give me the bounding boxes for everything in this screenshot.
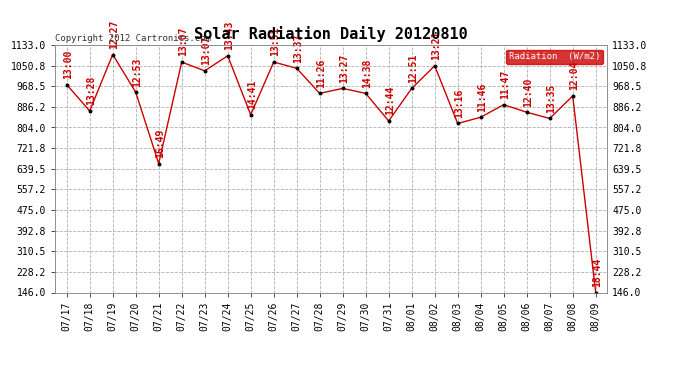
Text: 13:07: 13:07 (201, 36, 211, 65)
Point (383, 118, 394, 124)
Point (360, 90, 371, 96)
Text: 12:40: 12:40 (523, 77, 533, 106)
Text: 13:07: 13:07 (178, 27, 188, 57)
Text: 13:43: 13:43 (224, 21, 234, 50)
Text: 13:00: 13:00 (63, 50, 73, 79)
Point (107, 51, 118, 57)
Title: Solar Radiation Daily 20120810: Solar Radiation Daily 20120810 (195, 27, 468, 42)
Point (291, 65, 302, 71)
Text: 13:27: 13:27 (339, 54, 349, 83)
Point (268, 59, 279, 65)
Text: 13:21: 13:21 (431, 31, 441, 60)
Point (84, 108, 95, 114)
Text: 11:46: 11:46 (477, 82, 487, 112)
Text: 11:26: 11:26 (316, 58, 326, 88)
Point (429, 63, 440, 69)
Text: 12:44: 12:44 (385, 86, 395, 116)
Point (567, 93, 578, 99)
Text: 12:51: 12:51 (408, 54, 418, 83)
Text: 11:47: 11:47 (500, 70, 510, 99)
Text: 14:41: 14:41 (247, 80, 257, 109)
Text: 18:44: 18:44 (592, 258, 602, 287)
Point (61, 82, 72, 88)
Text: 13:51: 13:51 (270, 27, 280, 57)
Point (130, 89, 141, 95)
Point (521, 109, 532, 115)
Point (176, 59, 187, 65)
Point (544, 116, 555, 122)
Point (314, 90, 325, 96)
Text: 13:16: 13:16 (454, 88, 464, 118)
Point (245, 112, 256, 118)
Text: 16:49: 16:49 (155, 129, 165, 158)
Point (199, 68, 210, 74)
Text: 13:28: 13:28 (86, 76, 96, 105)
Point (222, 53, 233, 59)
Point (406, 86, 417, 92)
Text: 13:35: 13:35 (546, 84, 556, 113)
Text: 12:53: 12:53 (132, 57, 142, 87)
Text: Copyright 2012 Cartronics.com: Copyright 2012 Cartronics.com (55, 33, 211, 42)
Text: 12:27: 12:27 (109, 20, 119, 49)
Text: 12:04: 12:04 (569, 61, 579, 90)
Point (153, 160, 164, 166)
Legend: Radiation  (W/m2): Radiation (W/m2) (506, 50, 602, 64)
Text: 14:38: 14:38 (362, 58, 372, 88)
Point (498, 102, 509, 108)
Point (590, 290, 601, 296)
Point (452, 120, 463, 126)
Point (337, 86, 348, 92)
Point (475, 114, 486, 120)
Text: 13:37: 13:37 (293, 33, 303, 63)
